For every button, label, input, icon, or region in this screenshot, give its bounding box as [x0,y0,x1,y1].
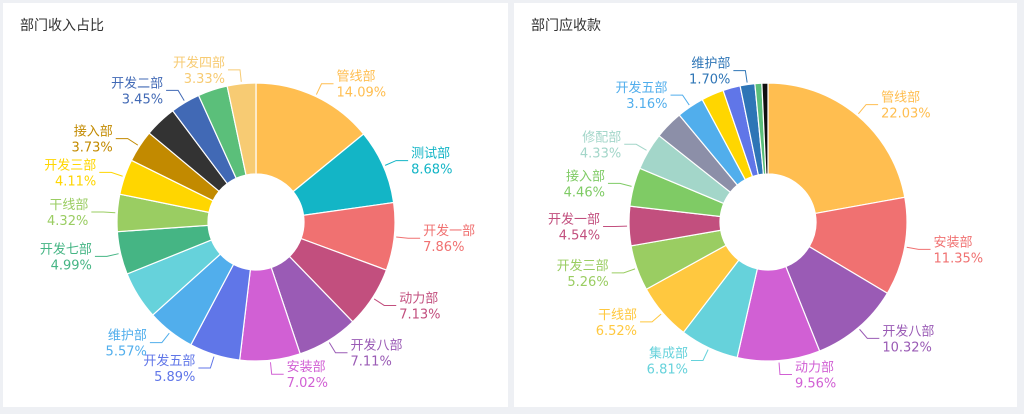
label-leader-line [269,362,284,375]
slice-value-label: 4.32% [47,214,88,229]
slice-value-label: 7.11% [351,355,392,370]
label-leader-line [373,298,397,306]
slice-label: 开发八部 [351,338,403,354]
slice-label: 开发四部 [173,55,225,71]
slice-label: 干线部 [49,198,88,213]
slice-value-label: 7.02% [287,376,328,391]
label-leader-line [99,171,123,177]
slice-label: 安装部 [934,235,973,250]
slice-value-label: 9.56% [795,377,836,392]
slice-label: 维护部 [108,329,147,344]
slice-value-label: 6.81% [647,363,688,378]
slice-value-label: 4.99% [51,258,92,273]
slice-value-label: 4.54% [559,228,600,243]
slice-value-label: 5.26% [567,275,608,290]
label-leader-line [166,89,185,101]
slice-label: 维护部 [691,57,730,72]
label-leader-line [149,332,170,344]
slice-value-label: 3.73% [71,141,112,156]
slice-value-label: 7.86% [423,240,464,255]
slice-label: 接入部 [566,168,605,184]
slice-label: 测试部 [411,147,450,162]
label-leader-line [733,70,748,83]
slice-value-label: 4.46% [564,185,605,200]
chart-panel-receivables: 部门应收款 管线部 22.03% 安装部 11.35% 开发八部 10.32% 动力部 9.5… [514,3,1017,407]
label-leader-line [640,313,662,323]
slice-label: 动力部 [399,291,438,306]
slice-label: 接入部 [74,124,113,140]
label-leader-line [384,160,409,166]
label-leader-line [624,143,647,151]
slice-label: 集成部 [649,346,688,362]
slice-label: 开发一部 [423,223,475,239]
slice-label: 安装部 [287,360,326,375]
label-leader-line [228,69,242,82]
slice-value-label: 1.70% [689,73,730,88]
label-leader-line [778,362,792,376]
slice-label: 开发七部 [40,241,92,257]
pie-slice[interactable] [255,82,365,193]
slice-value-label: 3.33% [184,72,225,87]
label-leader-line [859,328,880,339]
slice-value-label: 10.32% [882,340,932,355]
slice-label: 开发五部 [143,353,195,369]
label-leader-line [315,83,334,95]
label-leader-line [91,211,116,214]
slice-value-label: 5.89% [154,370,195,385]
slice-label: 开发三部 [557,258,609,274]
slice-value-label: 22.03% [881,107,931,122]
slice-label: 开发三部 [44,157,96,173]
label-leader-line [94,253,119,257]
slice-value-label: 3.16% [626,97,667,112]
pie-slice[interactable] [226,82,257,176]
donut-chart-receivables: 管线部22.03%安装部11.35%开发八部10.32%动力部9.56%集成部6… [548,57,984,392]
label-leader-line [690,349,709,362]
slice-value-label: 11.35% [934,251,984,266]
label-leader-line [328,342,348,354]
slice-value-label: 3.45% [122,92,163,107]
slice-value-label: 4.11% [55,174,96,189]
slice-label: 开发五部 [616,80,668,96]
slice-label: 动力部 [795,361,834,376]
slice-label: 管线部 [881,91,920,106]
slice-label: 修配部 [582,130,621,145]
slice-value-label: 14.09% [337,86,387,101]
label-leader-line [115,138,139,146]
slice-label: 干线部 [598,308,637,323]
slice-value-label: 6.52% [596,324,637,339]
slice-label: 开发二部 [111,75,163,91]
label-leader-line [396,236,421,239]
donut-chart-income: 管线部14.09%测试部8.68%开发一部7.86%动力部7.13%开发八部7.… [40,55,475,391]
label-leader-line [611,268,636,274]
slice-value-label: 5.57% [106,345,147,360]
label-leader-line [198,356,215,369]
label-leader-line [607,182,632,187]
label-leader-line [670,94,690,106]
label-leader-line [906,246,931,250]
slice-label: 开发一部 [548,211,600,227]
slice-label: 开发八部 [882,323,934,339]
chart-title: 部门收入占比 [20,18,104,34]
chart-panel-income: 部门收入占比 管线部 14.09% 测试部 8.68% 开发一部 7.86% 动力部 7.13… [3,3,508,407]
pie-slice[interactable] [761,82,769,175]
slice-label: 管线部 [337,70,376,85]
label-leader-line [858,104,879,115]
slice-value-label: 4.33% [580,146,621,161]
pie-slice[interactable] [767,82,906,215]
pie-slice[interactable] [808,196,908,295]
slice-value-label: 8.68% [411,163,452,178]
slice-value-label: 7.13% [399,307,440,322]
chart-title: 部门应收款 [531,18,601,34]
